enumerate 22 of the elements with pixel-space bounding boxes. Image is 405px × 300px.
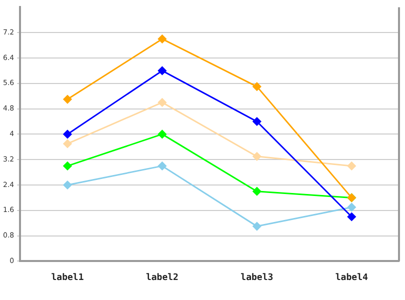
x-tick-label: label3 — [240, 272, 274, 283]
point — [63, 162, 72, 170]
point — [63, 130, 72, 138]
point — [347, 202, 356, 212]
x-tick-label: label1 — [51, 272, 84, 283]
point — [252, 187, 262, 196]
point — [252, 82, 262, 91]
point — [158, 98, 166, 107]
point — [63, 95, 72, 104]
point — [252, 117, 262, 126]
point — [63, 180, 72, 190]
point — [158, 66, 166, 75]
x-tick-label: label2 — [146, 272, 178, 283]
point — [347, 162, 356, 170]
point — [252, 222, 262, 231]
point — [347, 212, 356, 221]
point — [252, 152, 262, 161]
point — [158, 162, 166, 170]
x-tick-label: label4 — [335, 272, 368, 283]
point — [158, 34, 166, 44]
point — [63, 139, 72, 148]
point — [158, 130, 166, 138]
